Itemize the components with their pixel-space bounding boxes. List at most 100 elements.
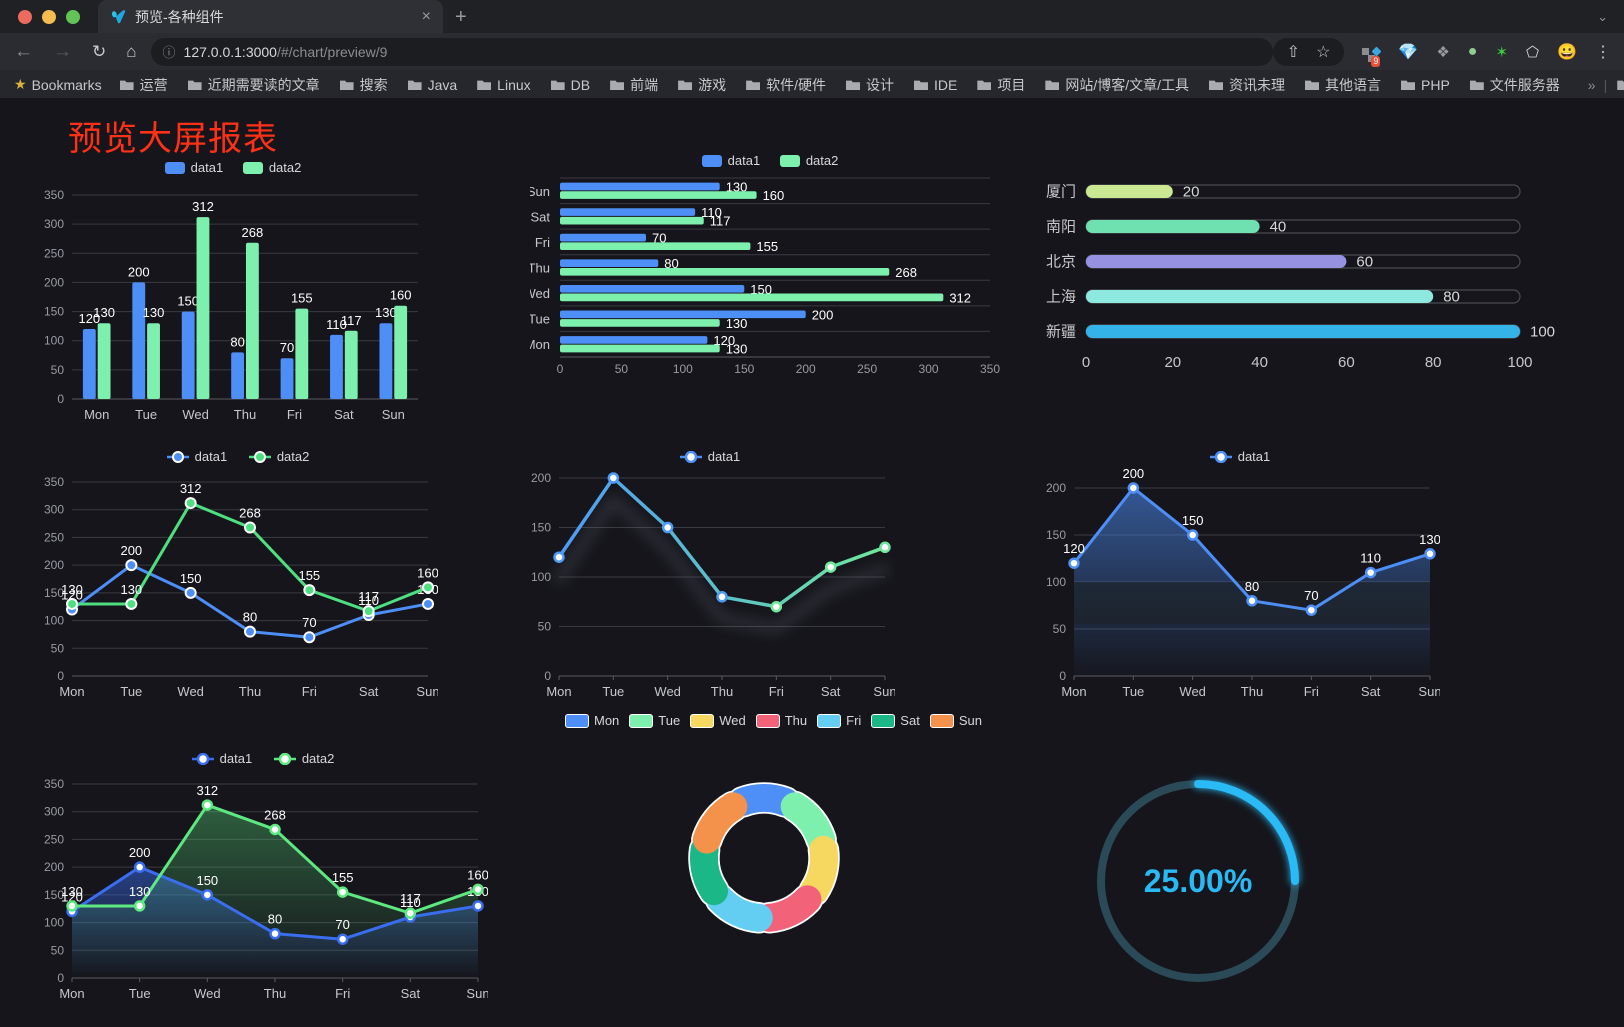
svg-text:70: 70 bbox=[1304, 588, 1318, 603]
svg-text:100: 100 bbox=[1507, 354, 1532, 371]
svg-text:Sun: Sun bbox=[1418, 684, 1440, 698]
svg-text:Thu: Thu bbox=[264, 986, 286, 1000]
svg-text:150: 150 bbox=[531, 520, 551, 534]
svg-text:250: 250 bbox=[44, 530, 64, 544]
svg-text:南阳: 南阳 bbox=[1046, 219, 1076, 236]
svg-text:200: 200 bbox=[796, 362, 816, 376]
svg-text:Sat: Sat bbox=[821, 684, 841, 698]
svg-text:Thu: Thu bbox=[239, 684, 261, 698]
svg-text:Wed: Wed bbox=[530, 286, 550, 301]
svg-text:100: 100 bbox=[531, 570, 551, 584]
svg-text:300: 300 bbox=[44, 502, 64, 516]
svg-text:200: 200 bbox=[44, 860, 64, 874]
svg-text:200: 200 bbox=[128, 264, 150, 279]
svg-text:Tue: Tue bbox=[602, 684, 624, 698]
svg-text:0: 0 bbox=[1059, 669, 1066, 683]
svg-text:250: 250 bbox=[44, 246, 64, 260]
svg-text:新疆: 新疆 bbox=[1046, 324, 1076, 341]
svg-text:70: 70 bbox=[280, 340, 294, 355]
svg-text:Thu: Thu bbox=[711, 684, 733, 698]
svg-text:Fri: Fri bbox=[335, 986, 350, 1000]
svg-text:117: 117 bbox=[358, 589, 379, 604]
svg-text:Tue: Tue bbox=[129, 986, 151, 1000]
svg-text:厦门: 厦门 bbox=[1046, 184, 1076, 201]
svg-text:300: 300 bbox=[919, 362, 939, 376]
svg-text:100: 100 bbox=[1530, 324, 1555, 341]
svg-text:Sun: Sun bbox=[466, 986, 488, 1000]
svg-text:130: 130 bbox=[726, 341, 748, 356]
svg-text:300: 300 bbox=[44, 804, 64, 818]
svg-text:350: 350 bbox=[44, 475, 64, 489]
svg-text:80: 80 bbox=[1425, 354, 1442, 371]
svg-text:117: 117 bbox=[400, 891, 421, 906]
svg-text:130: 130 bbox=[93, 305, 115, 320]
svg-text:250: 250 bbox=[857, 362, 877, 376]
svg-text:50: 50 bbox=[51, 362, 65, 376]
svg-text:70: 70 bbox=[302, 615, 316, 630]
svg-text:Mon: Mon bbox=[546, 684, 571, 698]
svg-text:0: 0 bbox=[57, 669, 64, 683]
svg-text:Thu: Thu bbox=[1241, 684, 1263, 698]
svg-text:Fri: Fri bbox=[769, 684, 784, 698]
svg-text:上海: 上海 bbox=[1046, 289, 1076, 306]
svg-text:20: 20 bbox=[1183, 184, 1200, 201]
svg-text:Sat: Sat bbox=[359, 684, 379, 698]
svg-text:155: 155 bbox=[332, 870, 354, 885]
svg-text:Mon: Mon bbox=[530, 337, 550, 352]
svg-text:Fri: Fri bbox=[302, 684, 317, 698]
svg-text:150: 150 bbox=[44, 304, 64, 318]
svg-text:Mon: Mon bbox=[59, 986, 84, 1000]
svg-text:120: 120 bbox=[1063, 541, 1085, 556]
svg-text:100: 100 bbox=[44, 613, 64, 627]
svg-text:60: 60 bbox=[1356, 254, 1373, 271]
svg-text:80: 80 bbox=[243, 609, 257, 624]
svg-text:Sun: Sun bbox=[530, 183, 550, 198]
svg-text:268: 268 bbox=[239, 505, 261, 520]
svg-text:160: 160 bbox=[417, 565, 438, 580]
svg-text:0: 0 bbox=[557, 362, 564, 376]
svg-text:200: 200 bbox=[129, 845, 151, 860]
svg-text:50: 50 bbox=[51, 943, 65, 957]
svg-text:150: 150 bbox=[734, 362, 754, 376]
svg-text:Sun: Sun bbox=[873, 684, 895, 698]
svg-text:Sat: Sat bbox=[334, 407, 354, 421]
svg-text:Fri: Fri bbox=[1304, 684, 1319, 698]
svg-text:200: 200 bbox=[531, 471, 551, 485]
svg-text:Wed: Wed bbox=[177, 684, 204, 698]
svg-text:0: 0 bbox=[57, 971, 64, 985]
svg-text:100: 100 bbox=[44, 915, 64, 929]
svg-text:312: 312 bbox=[180, 481, 202, 496]
svg-text:100: 100 bbox=[44, 333, 64, 347]
svg-text:130: 130 bbox=[61, 581, 83, 596]
svg-text:130: 130 bbox=[143, 305, 165, 320]
svg-text:130: 130 bbox=[375, 305, 397, 320]
svg-text:350: 350 bbox=[980, 362, 1000, 376]
svg-text:160: 160 bbox=[467, 867, 488, 882]
svg-text:Mon: Mon bbox=[84, 407, 109, 421]
svg-text:Tue: Tue bbox=[1122, 684, 1144, 698]
svg-text:130: 130 bbox=[120, 581, 142, 596]
svg-text:Sun: Sun bbox=[382, 407, 405, 421]
svg-text:160: 160 bbox=[763, 188, 785, 203]
svg-text:20: 20 bbox=[1164, 354, 1181, 371]
svg-text:117: 117 bbox=[341, 312, 362, 327]
svg-text:268: 268 bbox=[264, 807, 286, 822]
svg-text:80: 80 bbox=[1245, 578, 1259, 593]
svg-text:50: 50 bbox=[538, 619, 552, 633]
svg-text:25.00%: 25.00% bbox=[1144, 863, 1253, 899]
svg-text:Tue: Tue bbox=[120, 684, 142, 698]
svg-text:130: 130 bbox=[726, 315, 748, 330]
svg-text:312: 312 bbox=[196, 783, 218, 798]
svg-text:155: 155 bbox=[756, 239, 778, 254]
svg-text:100: 100 bbox=[673, 362, 693, 376]
svg-text:200: 200 bbox=[1046, 481, 1066, 495]
svg-text:80: 80 bbox=[230, 334, 244, 349]
svg-text:70: 70 bbox=[335, 917, 349, 932]
svg-text:Wed: Wed bbox=[1179, 684, 1206, 698]
svg-text:50: 50 bbox=[615, 362, 629, 376]
svg-text:200: 200 bbox=[812, 307, 834, 322]
svg-text:155: 155 bbox=[291, 290, 313, 305]
svg-text:Thu: Thu bbox=[530, 260, 550, 275]
svg-text:250: 250 bbox=[44, 832, 64, 846]
svg-text:150: 150 bbox=[1182, 513, 1204, 528]
